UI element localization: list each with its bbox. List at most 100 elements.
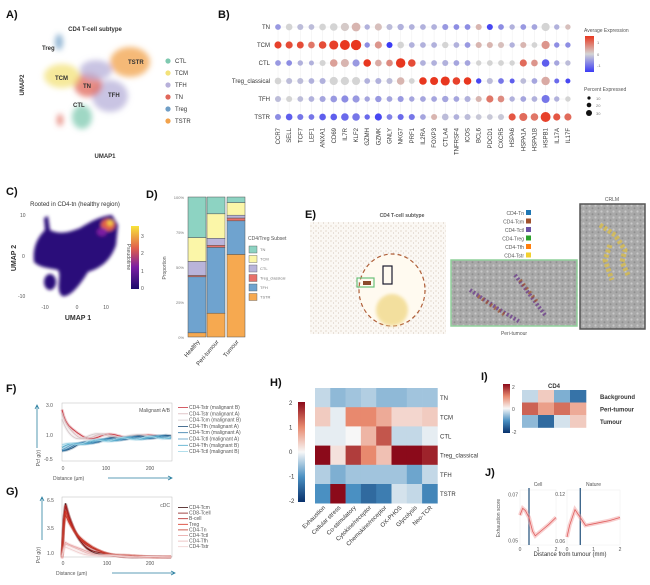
g-xtick: 100 (103, 561, 112, 567)
e-legend-swatch (526, 218, 531, 224)
b-dot (564, 113, 572, 121)
e-peri-tumour-inset (450, 259, 578, 327)
a-legend-label: TFH (175, 83, 187, 89)
h-cell (422, 388, 438, 408)
h-cell (422, 407, 438, 427)
g-legend-label: CD4-Tstr (189, 544, 209, 550)
b-dot (308, 114, 315, 120)
f-legend-label: CD4-Tfh (malignant A) (189, 424, 239, 430)
h-colorbar-tick: 0 (289, 450, 293, 456)
h-cell (391, 484, 408, 504)
h-row-label: Treg_classical (440, 454, 478, 460)
h-cell (345, 426, 362, 446)
b-dot (319, 59, 326, 67)
b-dot (351, 22, 361, 32)
b-gene-label: HSPA1B (532, 128, 538, 151)
e-legend-swatch (526, 235, 531, 241)
b-dot (297, 77, 304, 85)
h-cell (360, 426, 377, 446)
c-colorbar (131, 226, 139, 289)
e-crlm-box (382, 265, 393, 285)
b-dot (386, 114, 393, 120)
b-size-dot (586, 110, 592, 116)
b-gene-label: IL17A (555, 128, 561, 144)
b-dot (463, 77, 472, 85)
h-cell (315, 407, 331, 427)
i-cell (522, 390, 539, 403)
i-cell (538, 390, 555, 403)
b-dot (519, 59, 527, 67)
b-dot (329, 59, 338, 67)
a-cluster-label: TFH (108, 93, 120, 99)
j-ytick: 0.12 (555, 492, 565, 498)
b-dot (442, 23, 449, 31)
c-xtick: 10 (103, 305, 109, 311)
b-dot (520, 41, 527, 49)
b-dot (508, 113, 516, 121)
b-dot (420, 24, 426, 30)
h-cell (360, 464, 377, 485)
b-dot (386, 59, 393, 67)
h-cell (376, 464, 392, 485)
d-bar-tcm (206, 213, 226, 239)
b-gene-label: IL2RA (421, 128, 427, 145)
b-color-tick: -1 (597, 63, 601, 68)
e-legend-label: CD4-Tcm (503, 220, 524, 226)
b-gene-label: GNLY (388, 128, 394, 144)
d-ytick: 50% (176, 265, 184, 270)
j-plot-area (519, 489, 557, 546)
j-plot-area (566, 489, 621, 546)
j-ytick: 0.05 (508, 538, 518, 544)
b-dot (397, 113, 404, 121)
b-dot (554, 24, 560, 30)
i-title: CD4 (548, 384, 561, 390)
b-dot (554, 60, 560, 66)
b-dot (374, 23, 382, 31)
h-cell (360, 484, 377, 504)
j-ytick: 0.06 (555, 539, 565, 545)
g-xtick: 0 (62, 561, 65, 567)
f-legend-label: CD4-Tcm (malignant A) (189, 430, 241, 436)
d-bar-ctl (226, 214, 246, 219)
b-dot (329, 23, 338, 31)
h-cell (422, 484, 438, 504)
d-bar-tstr (206, 312, 226, 338)
d-xtick: Healthy (184, 339, 202, 358)
i-colorbar-tick: -2 (512, 430, 517, 436)
b-dot (565, 42, 571, 48)
b-dot (464, 42, 471, 48)
e-legend-label: CD4-Tctl (505, 228, 524, 234)
b-dot (453, 96, 460, 102)
b-dot (476, 78, 482, 84)
panel-c-pseudotime: Rooted in CD4-tn (healthy region) 10 0 -… (11, 202, 144, 322)
b-dot (297, 60, 303, 66)
b-dot (374, 113, 382, 121)
e-title: CD4 T-cell subtype (380, 213, 425, 219)
b-dot (431, 42, 437, 48)
h-colorbar-tick: 1 (289, 426, 293, 432)
h-row-label: CTL (440, 435, 452, 441)
j-xtick: 1 (592, 547, 595, 553)
e-legend-label: CD4-Treg (502, 237, 524, 243)
b-dot (330, 113, 338, 121)
b-dot (565, 96, 571, 102)
b-dot (509, 24, 515, 30)
b-dot (442, 59, 449, 67)
b-dot (554, 96, 560, 102)
a-cluster-label: TSTR (128, 60, 144, 66)
b-dot (476, 60, 482, 66)
e-crlm-tstr-cells (598, 222, 631, 281)
f-series-line (61, 435, 172, 446)
h-cell (376, 388, 392, 408)
h-colorbar-tick: -2 (289, 499, 295, 505)
e-legend-label: CD4-Tn (506, 211, 524, 217)
panel-e-spatial: CD4 T-cell subtype CD4-Tn CD4-Tcm CD4-Tctl… (310, 197, 646, 337)
b-dot (486, 60, 493, 66)
h-cell (345, 407, 362, 427)
h-cell (391, 464, 408, 485)
d-bar-tfh (187, 276, 207, 334)
d-bar-tcm (226, 202, 246, 216)
panel-a-umap: CD4 T-cell subtype UMAP1 UMAP2 Treg TCM TN… (20, 27, 191, 160)
b-dot (340, 76, 349, 86)
